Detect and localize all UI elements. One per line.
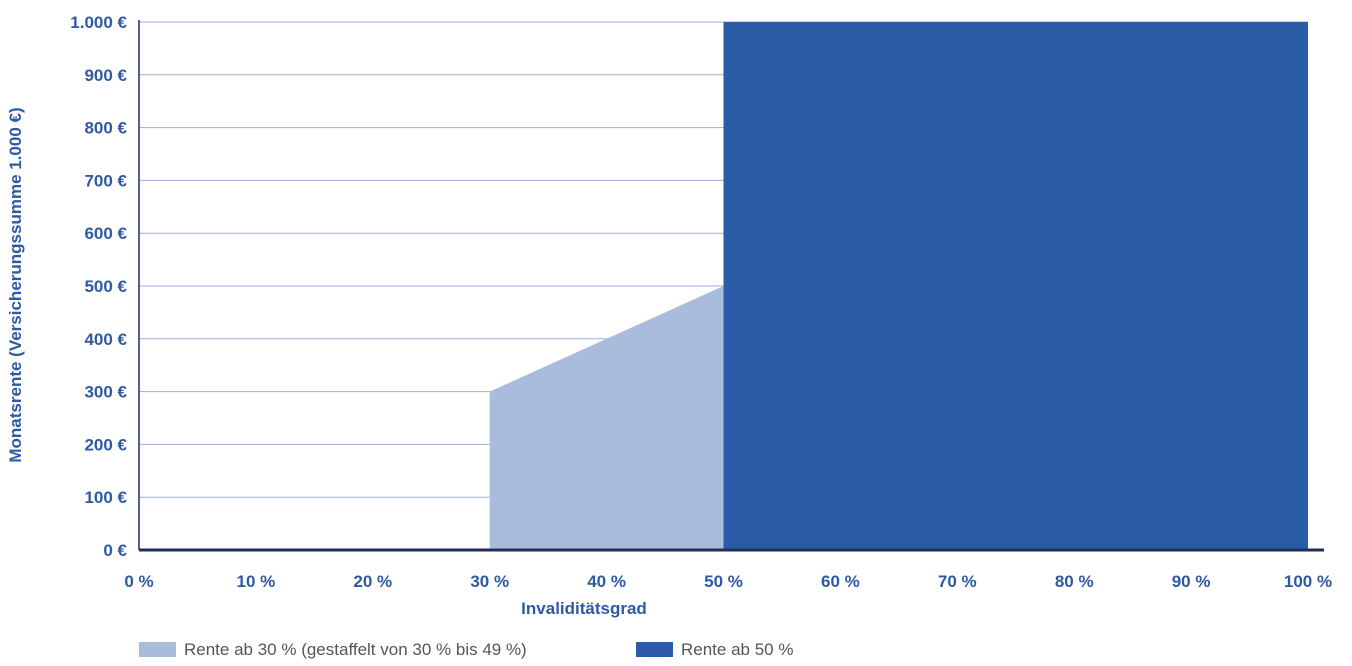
legend-swatch-1 <box>139 642 176 657</box>
x-tick-label: 60 % <box>821 572 860 591</box>
legend-swatch-2 <box>636 642 673 657</box>
axes <box>138 20 1324 552</box>
x-tick-label: 10 % <box>237 572 276 591</box>
x-tick-label: 100 % <box>1284 572 1332 591</box>
y-tick-label: 400 € <box>84 330 127 349</box>
legend: Rente ab 30 % (gestaffelt von 30 % bis 4… <box>139 640 793 659</box>
x-tick-label: 50 % <box>704 572 743 591</box>
legend-label-2: Rente ab 50 % <box>681 640 793 659</box>
y-tick-label: 600 € <box>84 224 127 243</box>
area-series-1 <box>489 286 724 550</box>
x-axis-label: Invaliditätsgrad <box>521 599 647 618</box>
x-tick-label: 0 % <box>124 572 153 591</box>
x-tick-label: 70 % <box>938 572 977 591</box>
legend-label-1: Rente ab 30 % (gestaffelt von 30 % bis 4… <box>184 640 527 659</box>
y-tick-label: 300 € <box>84 383 127 402</box>
x-tick-labels: 0 % 10 % 20 % 30 % 40 % 50 % 60 % 70 % 80 % 90 % 1… <box>124 572 1332 591</box>
y-tick-labels: 0 € 100 € 200 € 300 € 400 € 500 € 600 € 700 € 80… <box>70 13 127 560</box>
y-tick-label: 0 € <box>103 541 127 560</box>
y-tick-label: 1.000 € <box>70 13 127 32</box>
y-tick-label: 500 € <box>84 277 127 296</box>
x-tick-label: 20 % <box>353 572 392 591</box>
y-tick-label: 900 € <box>84 66 127 85</box>
x-tick-label: 90 % <box>1172 572 1211 591</box>
y-tick-label: 100 € <box>84 488 127 507</box>
y-axis-label: Monatsrente (Versicherungssumme 1.000 €) <box>6 107 25 462</box>
x-tick-label: 80 % <box>1055 572 1094 591</box>
area-series <box>489 22 1308 550</box>
y-tick-label: 700 € <box>84 171 127 190</box>
y-tick-label: 200 € <box>84 435 127 454</box>
y-tick-label: 800 € <box>84 119 127 138</box>
x-tick-label: 40 % <box>587 572 626 591</box>
x-tick-label: 30 % <box>470 572 509 591</box>
area-series-2 <box>723 22 1308 550</box>
